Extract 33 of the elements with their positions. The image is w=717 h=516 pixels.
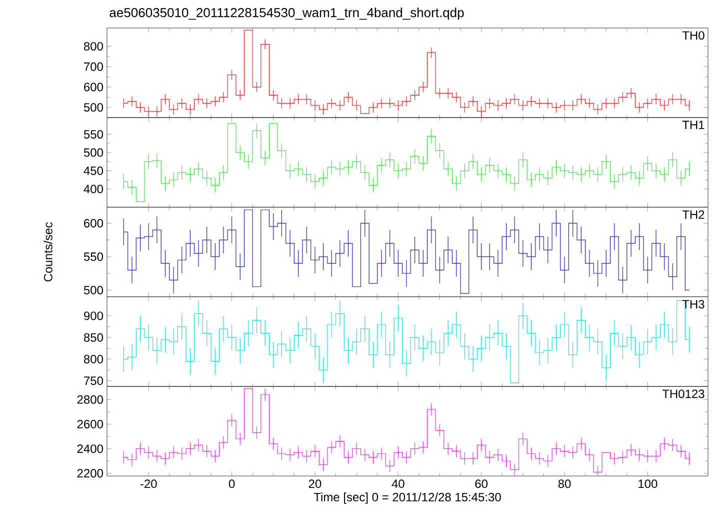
x-axis-title: Time [sec] 0 = 2011/12/28 15:45:30 xyxy=(314,492,501,504)
y-tick-label: 700 xyxy=(84,62,104,71)
series-label: TH2 xyxy=(682,210,704,219)
y-tick-label: 550 xyxy=(84,130,104,139)
y-axis-title: Counts/sec xyxy=(44,222,52,282)
y-tick-label: 400 xyxy=(84,184,104,194)
x-tick-label: 60 xyxy=(475,480,488,488)
y-tick-label: 2200 xyxy=(77,469,104,478)
x-tick-label: 100 xyxy=(638,480,658,488)
y-tick-label: 500 xyxy=(84,148,104,157)
text: TH1 xyxy=(682,120,704,130)
y-tick-label: 850 xyxy=(84,333,104,342)
y-tick-label: 2600 xyxy=(77,420,104,428)
text: TH0123 xyxy=(662,390,704,398)
y-tick-label: 600 xyxy=(84,82,104,92)
y-tick-label: 800 xyxy=(84,354,104,364)
y-tick-label: 500 xyxy=(84,286,104,294)
text: TH0 xyxy=(682,31,704,40)
y-tick-label: 750 xyxy=(84,376,104,385)
y-tick-label: 2400 xyxy=(77,444,104,453)
x-tick-label: 0 xyxy=(228,480,235,488)
x-tick-label: 20 xyxy=(308,480,322,488)
y-tick-label: 500 xyxy=(84,103,104,112)
y-tick-label: 600 xyxy=(84,218,104,228)
y-tick-label: 550 xyxy=(84,252,104,261)
y-tick-label: 2800 xyxy=(77,395,104,404)
x-tick-label: -20 xyxy=(140,480,157,488)
x-tick-label: 80 xyxy=(558,480,571,488)
y-tick-label: 800 xyxy=(84,42,104,51)
y-tick-label: 900 xyxy=(84,312,104,320)
y-tick-label: 450 xyxy=(84,166,104,176)
x-tick-label: 40 xyxy=(392,480,404,488)
chart-title: ae506035010_20111228154530_wam1_trn_4band_short.qdp xyxy=(110,8,464,20)
